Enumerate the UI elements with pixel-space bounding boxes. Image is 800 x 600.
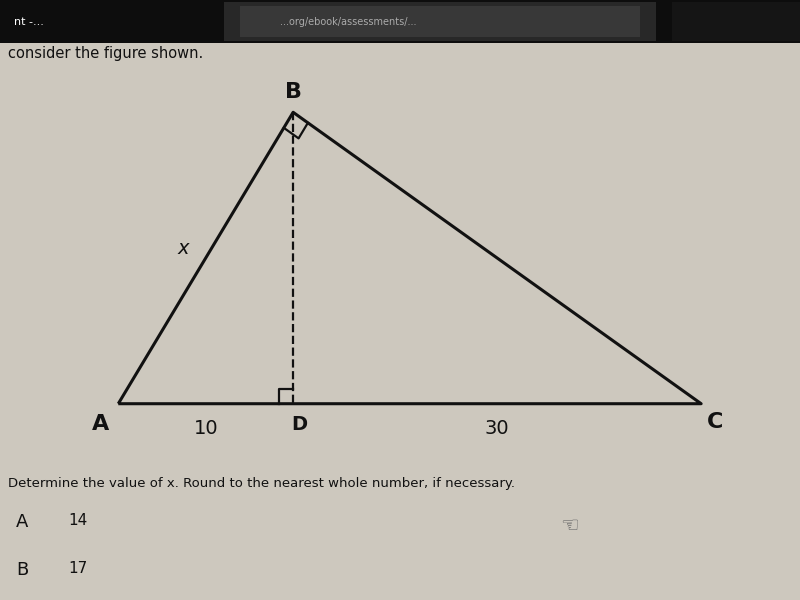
Text: 30: 30 — [485, 419, 510, 438]
Text: A: A — [91, 415, 109, 434]
Text: D: D — [291, 415, 308, 434]
Text: nt -...: nt -... — [14, 17, 44, 26]
Text: ...org/ebook/assessments/...: ...org/ebook/assessments/... — [280, 17, 417, 26]
Text: x: x — [178, 239, 189, 258]
Text: Determine the value of x. Round to the nearest whole number, if necessary.: Determine the value of x. Round to the n… — [8, 477, 515, 490]
Text: B: B — [16, 561, 28, 579]
Text: B: B — [285, 82, 302, 101]
Text: 14: 14 — [68, 513, 87, 528]
Text: 17: 17 — [68, 561, 87, 576]
Text: ☜: ☜ — [560, 516, 578, 536]
Text: consider the figure shown.: consider the figure shown. — [8, 46, 203, 61]
Text: C: C — [707, 412, 723, 432]
Text: 10: 10 — [194, 419, 218, 438]
Text: A: A — [16, 513, 28, 531]
